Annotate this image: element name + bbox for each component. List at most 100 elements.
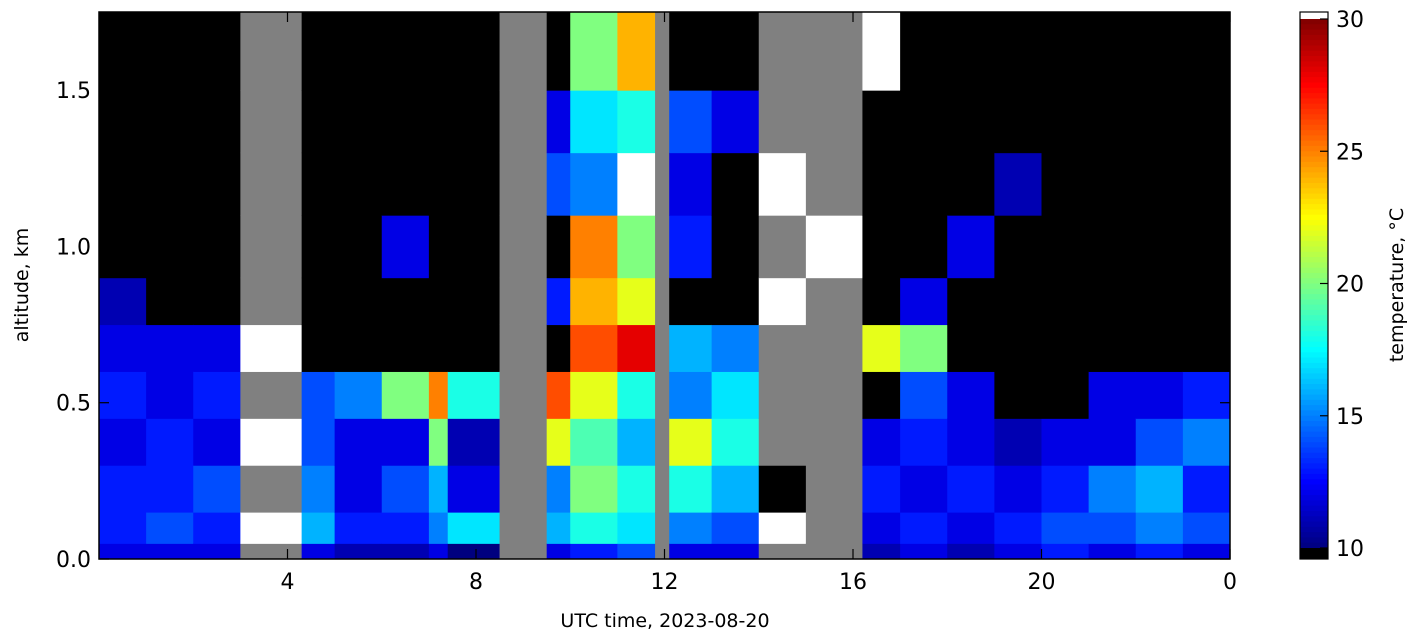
heatmap-cell — [1088, 90, 1137, 154]
heatmap-cell — [900, 152, 948, 216]
heatmap-cell — [805, 12, 863, 91]
heatmap-cell — [862, 277, 901, 326]
colorbar-segment — [1300, 257, 1328, 263]
heatmap-cell — [499, 324, 548, 372]
heatmap-cell — [240, 215, 303, 279]
heatmap-cell — [1135, 512, 1184, 544]
colorbar-segment — [1300, 368, 1328, 375]
colorbar-segment — [1300, 103, 1328, 110]
colorbar-segment — [1300, 405, 1328, 412]
colorbar-segment — [1300, 251, 1328, 258]
heatmap-cell — [334, 512, 383, 544]
x-tick-label: 8 — [469, 570, 483, 595]
heatmap-cell — [1041, 465, 1090, 513]
heatmap-cell — [1088, 543, 1137, 560]
colorbar-segment — [1300, 209, 1328, 216]
heatmap-cell — [947, 152, 995, 216]
colorbar-segment — [1300, 373, 1328, 380]
heatmap-cell — [617, 324, 656, 372]
heatmap-cell — [655, 215, 670, 279]
y-tick-label: 1.5 — [56, 79, 91, 104]
heatmap-cell — [1088, 324, 1137, 372]
heatmap-cell — [193, 277, 241, 326]
heatmap-cell — [1088, 152, 1137, 216]
heatmap-cell — [546, 277, 571, 326]
heatmap-cell — [900, 215, 948, 279]
heatmap — [99, 12, 1231, 560]
y-tick-label: 1.0 — [56, 235, 91, 260]
heatmap-cell — [301, 371, 336, 419]
heatmap-cell — [1041, 324, 1090, 372]
colorbar-segment — [1300, 415, 1328, 422]
colorbar-segment — [1300, 87, 1328, 94]
colorbar-segment — [1300, 193, 1328, 200]
heatmap-cell — [947, 12, 995, 91]
heatmap-cell — [1088, 512, 1137, 544]
heatmap-cell — [994, 371, 1042, 419]
heatmap-cell — [711, 324, 760, 372]
colorbar-segment — [1300, 384, 1328, 390]
colorbar-segment — [1300, 421, 1328, 427]
heatmap-cell — [570, 512, 618, 544]
colorbar-segment — [1300, 151, 1328, 158]
heatmap-cell — [1135, 12, 1184, 91]
heatmap-cell — [711, 543, 760, 560]
colorbar-segment — [1300, 98, 1328, 105]
colorbar-segment — [1300, 389, 1328, 396]
heatmap-cell — [193, 543, 241, 560]
heatmap-cell — [546, 543, 571, 560]
colorbar-segment — [1300, 172, 1328, 179]
colorbar-segment — [1300, 299, 1328, 306]
colorbar-segment — [1300, 484, 1328, 491]
heatmap-cell — [655, 543, 670, 560]
colorbar-segment — [1300, 140, 1328, 147]
heatmap-cell — [758, 152, 807, 216]
heatmap-cell — [447, 215, 501, 279]
heatmap-cell — [499, 512, 548, 544]
heatmap-cell — [900, 418, 948, 466]
heatmap-cell — [1041, 512, 1090, 544]
heatmap-cell — [1182, 12, 1231, 91]
heatmap-cell — [1041, 277, 1090, 326]
heatmap-cell — [546, 12, 571, 91]
heatmap-cell — [240, 12, 303, 91]
colorbar-segment — [1300, 93, 1328, 99]
colorbar-segment — [1300, 336, 1328, 343]
heatmap-cell — [546, 371, 571, 419]
heatmap-cell — [99, 152, 147, 216]
heatmap-cell — [334, 277, 383, 326]
colorbar-segment — [1300, 19, 1328, 25]
colorbar-segment — [1300, 40, 1328, 47]
heatmap-cell — [428, 90, 449, 154]
heatmap-cell — [862, 152, 901, 216]
colorbar-segment — [1300, 156, 1328, 163]
colorbar-segment — [1300, 214, 1328, 221]
heatmap-cell — [447, 324, 501, 372]
heatmap-cell — [193, 465, 241, 513]
heatmap-cell — [1135, 465, 1184, 513]
heatmap-cell — [334, 371, 383, 419]
x-tick-label: 4 — [281, 570, 295, 595]
heatmap-cell — [655, 12, 670, 91]
heatmap-cell — [1182, 543, 1231, 560]
heatmap-cell — [655, 418, 670, 466]
heatmap-cell — [655, 90, 670, 154]
heatmap-cell — [499, 543, 548, 560]
heatmap-cell — [301, 543, 336, 560]
heatmap-cell — [570, 324, 618, 372]
heatmap-cell — [655, 324, 670, 372]
heatmap-cell — [240, 277, 303, 326]
x-tick-label: 16 — [839, 570, 867, 595]
heatmap-cell — [570, 371, 618, 419]
colorbar-segment — [1300, 399, 1328, 406]
heatmap-cell — [900, 371, 948, 419]
colorbar-tick-label: 15 — [1336, 405, 1364, 430]
colorbar-segment — [1300, 124, 1328, 131]
heatmap-cell — [381, 277, 430, 326]
heatmap-cell — [669, 12, 713, 91]
heatmap-cell — [146, 277, 194, 326]
heatmap-cell — [862, 215, 901, 279]
heatmap-cell — [1135, 277, 1184, 326]
x-tick-label: 12 — [651, 570, 679, 595]
colorbar-over — [1300, 12, 1328, 19]
